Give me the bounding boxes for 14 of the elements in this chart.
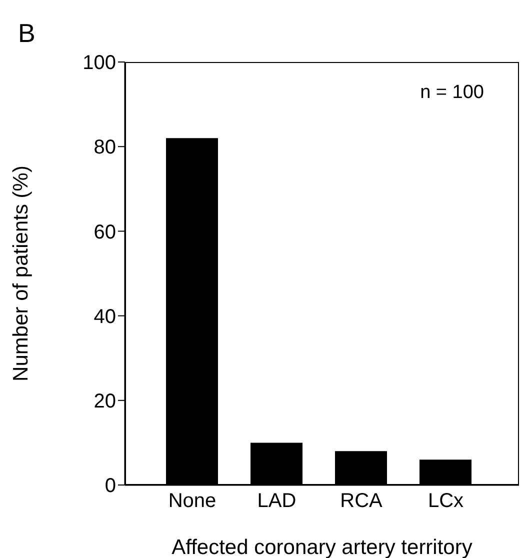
y-tick-label: 100	[82, 52, 116, 74]
annotation: n = 100	[420, 82, 484, 104]
x-tick-label: LAD	[257, 490, 296, 512]
x-tick-label: LCx	[428, 490, 464, 512]
y-tick-label: 0	[104, 475, 116, 498]
x-tick-label: None	[168, 490, 216, 512]
y-tick-label: 40	[94, 306, 116, 328]
y-tick-label: 60	[94, 221, 116, 244]
x-axis-title: Affected coronary artery territory	[172, 536, 473, 558]
y-tick-label: 80	[94, 136, 116, 159]
y-tick-label: 20	[94, 390, 116, 412]
x-tick-label: RCA	[340, 490, 384, 512]
y-axis-title: Number of patients (%)	[9, 166, 32, 382]
text: B	[18, 18, 36, 49]
